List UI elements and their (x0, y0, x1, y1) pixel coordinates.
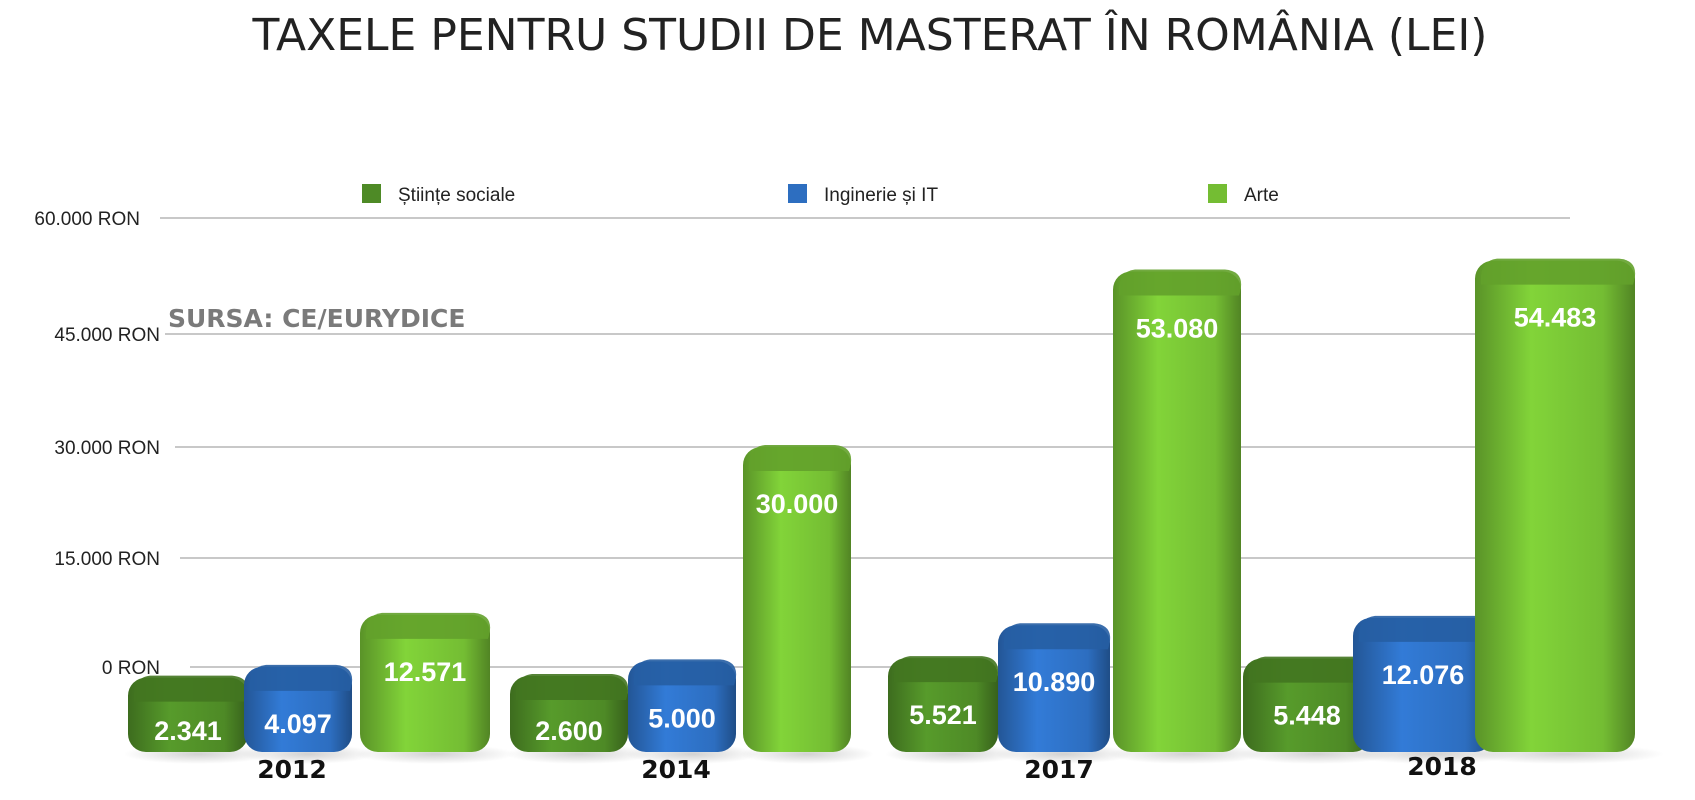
y-tick-label: 15.000 RON (54, 549, 160, 570)
bar-stiinte-sociale-2014: 2.600 (505, 674, 653, 764)
bar-top-face (133, 675, 249, 702)
legend-label-stiinte-sociale: Științe sociale (398, 185, 515, 206)
data-label: 5.000 (648, 703, 716, 733)
data-label: 2.341 (154, 716, 222, 746)
data-label: 2.600 (535, 716, 603, 746)
bar-top-face (1118, 269, 1242, 296)
y-tick-label: 30.000 RON (54, 438, 160, 459)
bar-top-face (249, 664, 353, 691)
bar-stiinte-sociale-2012: 2.341 (123, 675, 273, 764)
bar-stiinte-sociale-2017: 5.521 (884, 656, 1022, 764)
x-category-label: 2017 (1024, 755, 1094, 784)
bars: 2.341 4.097 12.571 2.600 5.000 30.000 5.521 10.… (123, 258, 1665, 764)
data-label: 54.483 (1514, 303, 1597, 333)
source-note: SURSA: CE/EURYDICE (168, 304, 465, 333)
data-label: 30.000 (756, 489, 839, 519)
legend: Științe sociale Inginerie și IT Arte (362, 184, 1279, 206)
bar-body (1113, 271, 1241, 752)
bar-arte-2012: 12.571 (354, 612, 516, 764)
bar-top-face (748, 445, 852, 471)
y-tick-label: 0 RON (102, 658, 160, 679)
legend-swatch (362, 184, 381, 203)
y-axis-ticks: 0 RON 15.000 RON 30.000 RON 45.000 RON 60.00… (34, 209, 160, 679)
bar-body (360, 614, 490, 752)
data-label: 12.571 (384, 657, 467, 687)
data-label: 12.076 (1382, 660, 1465, 690)
bar-arte-2014: 30.000 (740, 445, 874, 764)
y-tick-label: 60.000 RON (34, 209, 140, 230)
bar-body (1475, 260, 1635, 752)
bar-inginerie-si-it-2018: 12.076 (1346, 615, 1520, 764)
bar-inginerie-si-it-2014: 5.000 (625, 659, 759, 764)
bar-arte-2017: 53.080 (1107, 269, 1267, 764)
bar-body (1353, 617, 1493, 752)
legend-label-arte: Arte (1244, 185, 1279, 206)
data-label: 53.080 (1136, 314, 1219, 344)
chart-title: TAXELE PENTRU STUDII DE MASTERAT ÎN ROMÂ… (252, 8, 1488, 61)
bar-top-face (1358, 615, 1494, 642)
data-label: 4.097 (264, 709, 332, 739)
legend-swatch (788, 184, 807, 203)
bar-top-face (633, 659, 737, 686)
bar-top-face (893, 656, 999, 683)
bar-top-face (1003, 623, 1111, 650)
bar-top-face (1480, 258, 1636, 285)
x-category-label: 2018 (1407, 752, 1477, 781)
data-label: 5.448 (1273, 701, 1341, 731)
bar-stiinte-sociale-2018: 5.448 (1237, 656, 1397, 764)
bar-top-face (365, 612, 491, 639)
y-tick-label: 45.000 RON (54, 325, 160, 346)
bar-inginerie-si-it-2017: 10.890 (994, 623, 1134, 764)
bar-arte-2018: 54.483 (1465, 258, 1665, 764)
bar-inginerie-si-it-2012: 4.097 (241, 664, 375, 764)
bar-body (998, 625, 1110, 752)
legend-label-inginerie-si-it: Inginerie și IT (824, 185, 938, 206)
x-category-label: 2014 (641, 755, 711, 784)
data-label: 5.521 (909, 700, 977, 730)
bar-top-face (1248, 656, 1372, 683)
category-labels: 2012 2014 2017 2018 (257, 752, 1477, 784)
data-label: 10.890 (1013, 667, 1096, 697)
bar-top-face (515, 674, 629, 701)
x-category-label: 2012 (257, 755, 327, 784)
legend-swatch (1208, 184, 1227, 203)
gridlines (160, 217, 1575, 668)
bar-body (743, 447, 851, 752)
